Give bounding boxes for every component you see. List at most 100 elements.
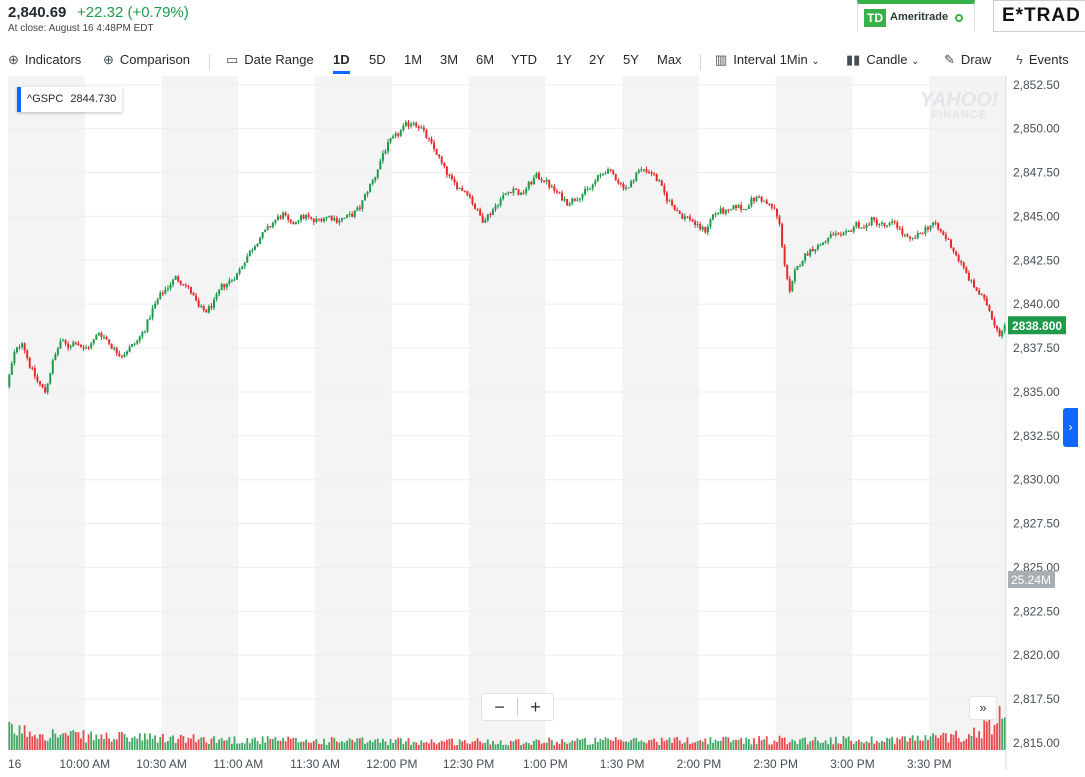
volume-bar (297, 742, 300, 750)
candle-body (179, 281, 182, 285)
watermark-line-1: YAHOO! (920, 89, 999, 111)
range-3m[interactable]: 3M (440, 52, 459, 67)
volume-bar (873, 743, 876, 750)
volume-bar (207, 744, 210, 750)
candle-body (962, 262, 965, 268)
range-5y[interactable]: 5Y (623, 52, 639, 67)
volume-bar (187, 737, 190, 750)
candle-body (218, 290, 221, 295)
candle-body (781, 223, 784, 247)
candle-body (225, 283, 228, 288)
volume-bar (39, 734, 41, 750)
candle-body (527, 182, 530, 189)
volume-bar (783, 737, 786, 750)
volume-bar (351, 739, 354, 750)
volume-bar (878, 742, 881, 750)
range-2y[interactable]: 2Y (589, 52, 605, 67)
volume-bar (277, 740, 279, 750)
etrade-ad[interactable]: E*TRAD (993, 0, 1085, 32)
candle-body (210, 306, 213, 308)
candle-body (589, 188, 592, 190)
candle-body (358, 207, 361, 209)
candle-body (642, 169, 645, 171)
candle-body (479, 209, 482, 216)
candle-body (637, 170, 640, 173)
volume-bar (515, 739, 517, 750)
candle-body (346, 214, 349, 218)
zoom-out-button[interactable]: − (494, 697, 505, 717)
candle-body (852, 226, 855, 232)
volume-bar (318, 743, 320, 750)
volume-bar (840, 743, 842, 750)
volume-bar (998, 705, 1001, 750)
candle-body (259, 237, 262, 244)
volume-bar (305, 739, 308, 750)
volume-bar (463, 739, 466, 750)
volume-bar (338, 742, 341, 750)
volume-bar (100, 734, 103, 750)
volume-bar (778, 735, 781, 750)
volume-bar (586, 744, 589, 750)
x-tick-label: 10:00 AM (59, 757, 110, 771)
symbol-legend[interactable]: ^GSPC 2844.730 (17, 87, 123, 112)
range-1m[interactable]: 1M (404, 52, 423, 67)
candle-body (735, 205, 738, 209)
volume-bar (973, 727, 975, 750)
zoom-in-button[interactable]: + (530, 697, 541, 717)
volume-bar (164, 742, 167, 750)
range-max[interactable]: Max (657, 52, 682, 67)
volume-bar (801, 737, 804, 750)
x-tick-label: 10:30 AM (136, 757, 187, 771)
candle-body (133, 343, 136, 345)
volume-bar (535, 739, 538, 750)
range-1d[interactable]: 1D (333, 52, 350, 74)
comparison-button[interactable]: ⊕ Comparison (103, 52, 190, 68)
candle-body (612, 170, 615, 174)
y-tick-label: 2,822.50 (1013, 604, 1060, 618)
y-tick-label: 2,842.50 (1013, 253, 1060, 267)
volume-bar (793, 740, 796, 750)
range-5d[interactable]: 5D (369, 52, 386, 67)
candle-body (996, 325, 999, 330)
candle-body (10, 363, 13, 375)
candle-body (686, 216, 689, 218)
interval-icon: ▥ (715, 52, 728, 67)
volume-bar (822, 742, 824, 750)
interval-dropdown[interactable]: ▥ Interval 1Min ⌄ (715, 52, 820, 68)
last-price-text: 2838.800 (1012, 319, 1062, 333)
volume-bar (655, 741, 658, 750)
candle-body (949, 239, 952, 248)
volume-bar (765, 736, 768, 750)
candle-body (691, 219, 694, 222)
date-range-button[interactable]: ▭ Date Range (226, 52, 314, 68)
fast-forward-button[interactable]: » (969, 696, 997, 720)
range-ytd[interactable]: YTD (511, 52, 537, 67)
candle-body (82, 347, 85, 349)
time-bands (8, 76, 1006, 750)
volume-bar (563, 742, 566, 750)
candle-body (131, 344, 134, 347)
price-chart[interactable]: 2,852.50 2,850.00 2,847.50 2,845.00 2,842.50… (0, 76, 1085, 777)
candle-body (404, 122, 407, 126)
candle-body (113, 348, 116, 350)
volume-bar (845, 738, 847, 750)
chart-type-dropdown[interactable]: ▮▮ Candle ⌄ (846, 52, 920, 68)
draw-button[interactable]: ✎ Draw (944, 52, 991, 68)
events-button[interactable]: ϟ Events (1016, 52, 1069, 67)
indicators-button[interactable]: ⊕ Indicators (8, 52, 81, 68)
volume-bar (804, 737, 807, 750)
td-ameritrade-ad[interactable]: TD Ameritrade (857, 0, 975, 32)
volume-bar (448, 738, 451, 750)
expand-panel-button[interactable]: › (1063, 408, 1078, 447)
volume-bar (192, 734, 195, 750)
x-tick-label: 3:30 PM (907, 757, 952, 771)
candle-body (323, 218, 326, 222)
candle-body (279, 216, 282, 219)
candle-body (627, 187, 630, 189)
range-1y[interactable]: 1Y (556, 52, 572, 67)
candle-body (640, 169, 643, 171)
candle-body (558, 192, 561, 194)
range-6m[interactable]: 6M (476, 52, 495, 67)
candle-body (801, 260, 804, 267)
candle-body (90, 343, 93, 348)
